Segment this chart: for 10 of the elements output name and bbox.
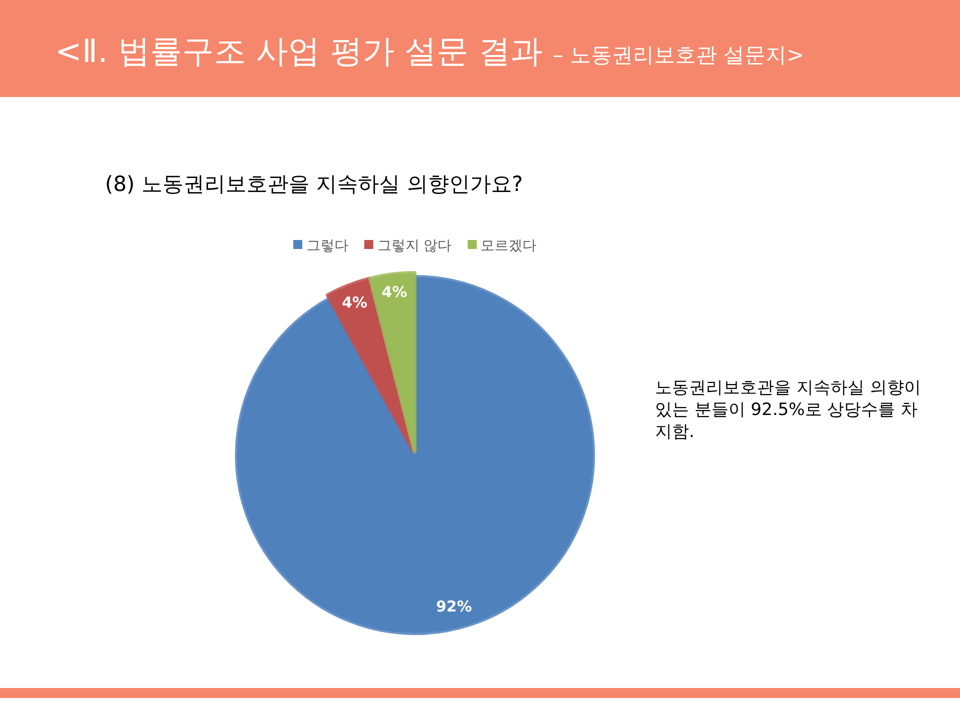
legend-label: 모르겠다 — [480, 238, 537, 254]
text: (8) 노동권리보호관을 지속하실 의향인가요? — [105, 171, 523, 198]
legend-label: 그렇다 — [306, 238, 348, 254]
chart-title: <Ⅱ. 법률구조 사업 평가 설문 결과 — [55, 32, 543, 70]
text: 노동권리보호관을 지속하실 의향이 있는 분들이 92.5%로 상당수를 차지함. — [655, 377, 922, 443]
text: – 노동권리보호관 설문지> — [552, 43, 804, 67]
legend-label: 그렇지 않다 — [377, 238, 452, 254]
data-label: 4% — [342, 293, 368, 312]
data-label: 92% — [436, 598, 472, 616]
data-label: 4% — [382, 283, 408, 302]
